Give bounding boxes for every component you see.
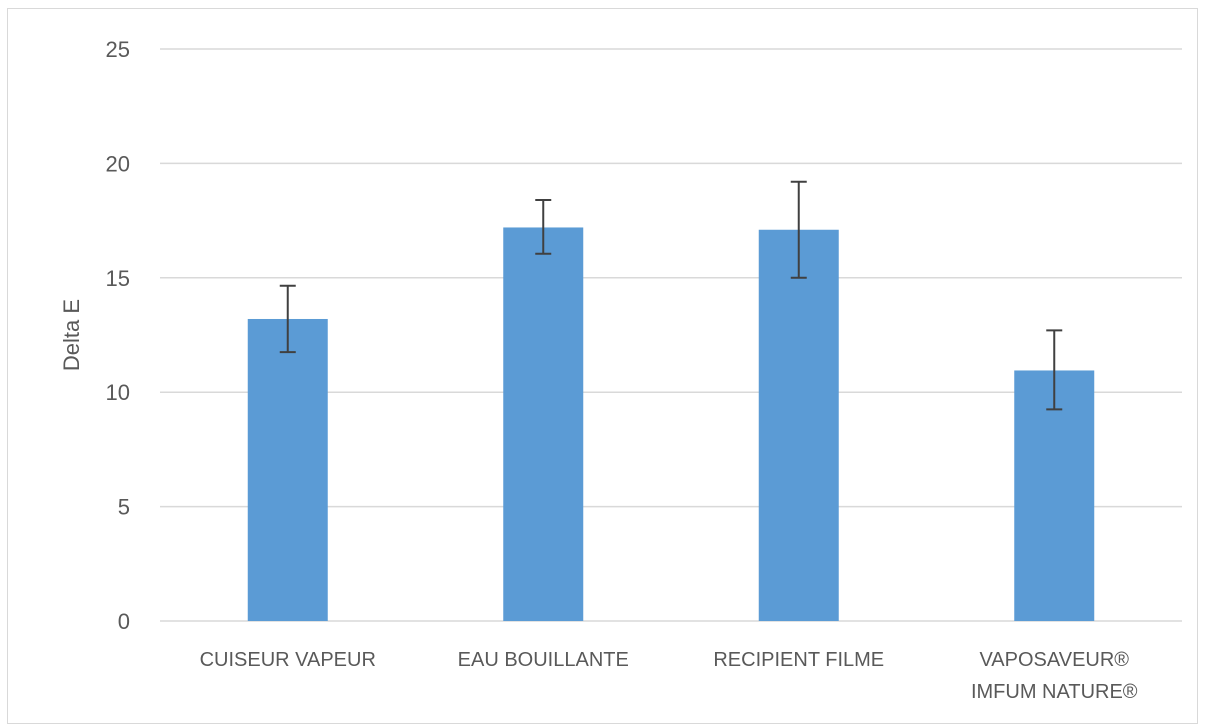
chart-frame bbox=[7, 8, 1198, 724]
y-tick-label: 5 bbox=[118, 495, 130, 520]
x-category-label: RECIPIENT FILME bbox=[713, 649, 884, 671]
bar bbox=[1014, 370, 1095, 621]
bar bbox=[503, 227, 584, 622]
x-category-label: CUISEUR VAPEUR bbox=[200, 649, 376, 671]
bar bbox=[758, 229, 839, 621]
y-tick-label: 20 bbox=[106, 151, 130, 176]
y-tick-label: 25 bbox=[106, 37, 130, 62]
y-axis-title: Delta E bbox=[59, 299, 84, 371]
y-tick-label: 10 bbox=[106, 380, 130, 405]
y-tick-label: 0 bbox=[118, 609, 130, 634]
y-tick-label: 15 bbox=[106, 266, 130, 291]
x-category-label: EAU BOUILLANTE bbox=[458, 649, 629, 671]
x-category-label: IMFUM NATURE® bbox=[971, 681, 1138, 703]
x-category-label: VAPOSAVEUR® bbox=[979, 649, 1129, 671]
bar bbox=[247, 318, 328, 621]
